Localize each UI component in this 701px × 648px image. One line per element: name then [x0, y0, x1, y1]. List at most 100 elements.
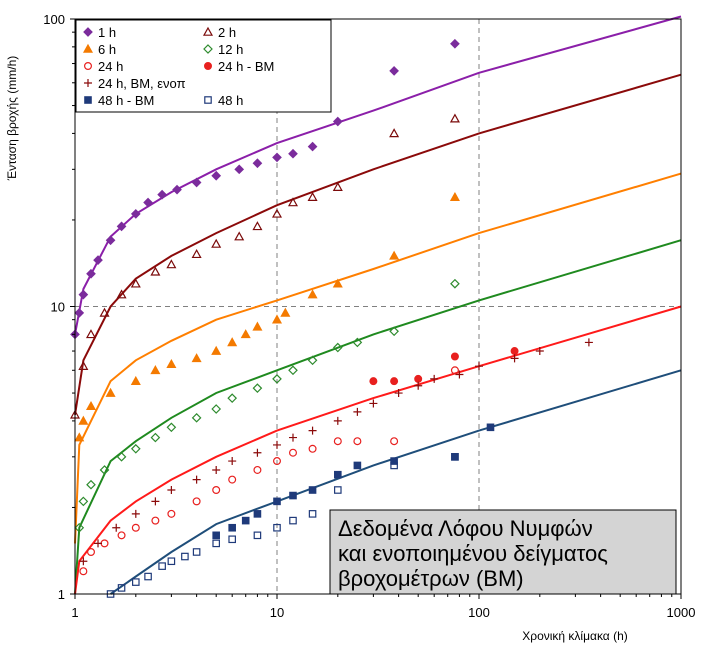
data-point — [117, 531, 126, 540]
data-point — [449, 191, 460, 201]
data-point — [307, 141, 318, 152]
annotation-line-2: και ενοποιημένου δείγματος — [338, 541, 608, 566]
y-tick-label: 10 — [51, 300, 65, 315]
data-point — [308, 444, 317, 453]
data-point — [584, 338, 593, 347]
data-point — [475, 362, 483, 371]
data-point — [105, 387, 116, 397]
data-point — [394, 389, 403, 398]
data-point — [289, 491, 297, 500]
data-point — [85, 400, 97, 411]
data-point — [192, 475, 201, 484]
data-point — [212, 465, 221, 474]
data-point — [234, 231, 245, 241]
legend-marker — [202, 26, 214, 36]
data-point — [192, 548, 201, 556]
data-point — [288, 148, 298, 159]
data-point — [172, 184, 182, 195]
legend-marker — [84, 79, 92, 87]
data-point — [86, 268, 96, 279]
x-tick-label: 1000 — [667, 605, 696, 620]
data-point — [112, 523, 121, 532]
data-point — [332, 181, 343, 191]
data-point — [451, 453, 459, 461]
data-point — [308, 426, 317, 435]
data-point — [430, 374, 439, 383]
x-tick-label: 100 — [468, 605, 490, 620]
data-point — [167, 486, 176, 495]
data-point — [143, 197, 153, 208]
data-point — [116, 451, 127, 462]
data-point — [334, 486, 342, 494]
data-point — [74, 308, 85, 318]
data-point — [211, 170, 222, 181]
data-point — [307, 289, 318, 299]
data-point — [253, 448, 262, 457]
data-point — [333, 437, 342, 446]
legend: 1 h 2 h 6 h 12 h 24 h 24 h - BM 24 h, ΒΜ, ενοπ… — [75, 19, 332, 113]
data-point — [167, 557, 176, 566]
data-point — [486, 423, 495, 432]
data-point — [510, 347, 519, 356]
ticks: 1 10 100 1000 1 10 100 — [43, 12, 695, 620]
data-point — [389, 66, 399, 76]
data-point — [414, 381, 423, 390]
data-point — [94, 539, 103, 548]
data-point — [390, 377, 399, 386]
x-tick-label: 1 — [71, 605, 78, 620]
annotation-box: Δεδομένα Λόφου Νυμφών και ενοποιημένου δ… — [329, 509, 677, 595]
data-point — [280, 307, 291, 317]
data-point — [150, 266, 161, 276]
data-point — [353, 407, 362, 416]
data-point — [272, 152, 282, 163]
legend-label: 12 h — [218, 42, 243, 57]
data-point — [99, 465, 110, 475]
data-point — [191, 412, 202, 423]
legend-label: 48 h - BM — [98, 93, 154, 108]
legend-marker — [83, 27, 93, 37]
data-point — [334, 470, 342, 479]
legend-marker — [203, 44, 213, 54]
data-point — [252, 221, 263, 231]
data-point — [116, 221, 127, 232]
data-point — [78, 289, 89, 300]
data-point — [332, 342, 343, 353]
legend-label: 6 h — [98, 42, 116, 57]
data-point — [86, 547, 95, 556]
legend-label: 24 h — [98, 59, 123, 74]
data-point — [166, 259, 177, 269]
data-point — [78, 496, 89, 507]
data-point — [212, 486, 221, 495]
data-point — [390, 437, 399, 446]
data-point — [130, 443, 141, 454]
data-point — [211, 345, 222, 355]
data-point — [288, 365, 298, 376]
data-point — [390, 457, 398, 465]
data-point — [390, 461, 398, 470]
data-point — [85, 329, 97, 339]
data-point — [228, 475, 237, 484]
data-point — [212, 539, 220, 548]
data-point — [130, 278, 141, 288]
data-point — [74, 432, 85, 442]
data-point — [449, 113, 460, 123]
data-point — [79, 557, 88, 566]
legend-label: 24 h - BM — [218, 59, 274, 74]
data-point — [79, 567, 88, 576]
legend-box — [75, 19, 332, 113]
data-point — [308, 486, 317, 494]
data-point — [166, 422, 177, 433]
data-point — [288, 433, 297, 442]
data-point — [144, 572, 152, 581]
data-point — [389, 250, 400, 260]
data-point — [414, 374, 423, 383]
data-point — [450, 38, 460, 49]
annotation-line-1: Δεδομένα Λόφου Νυμφών — [338, 516, 593, 541]
data-point — [450, 352, 459, 361]
data-point — [150, 365, 161, 375]
data-point — [271, 314, 283, 324]
data-point — [191, 248, 202, 259]
data-point — [228, 535, 236, 544]
data-point — [211, 238, 222, 248]
data-point — [272, 374, 282, 384]
